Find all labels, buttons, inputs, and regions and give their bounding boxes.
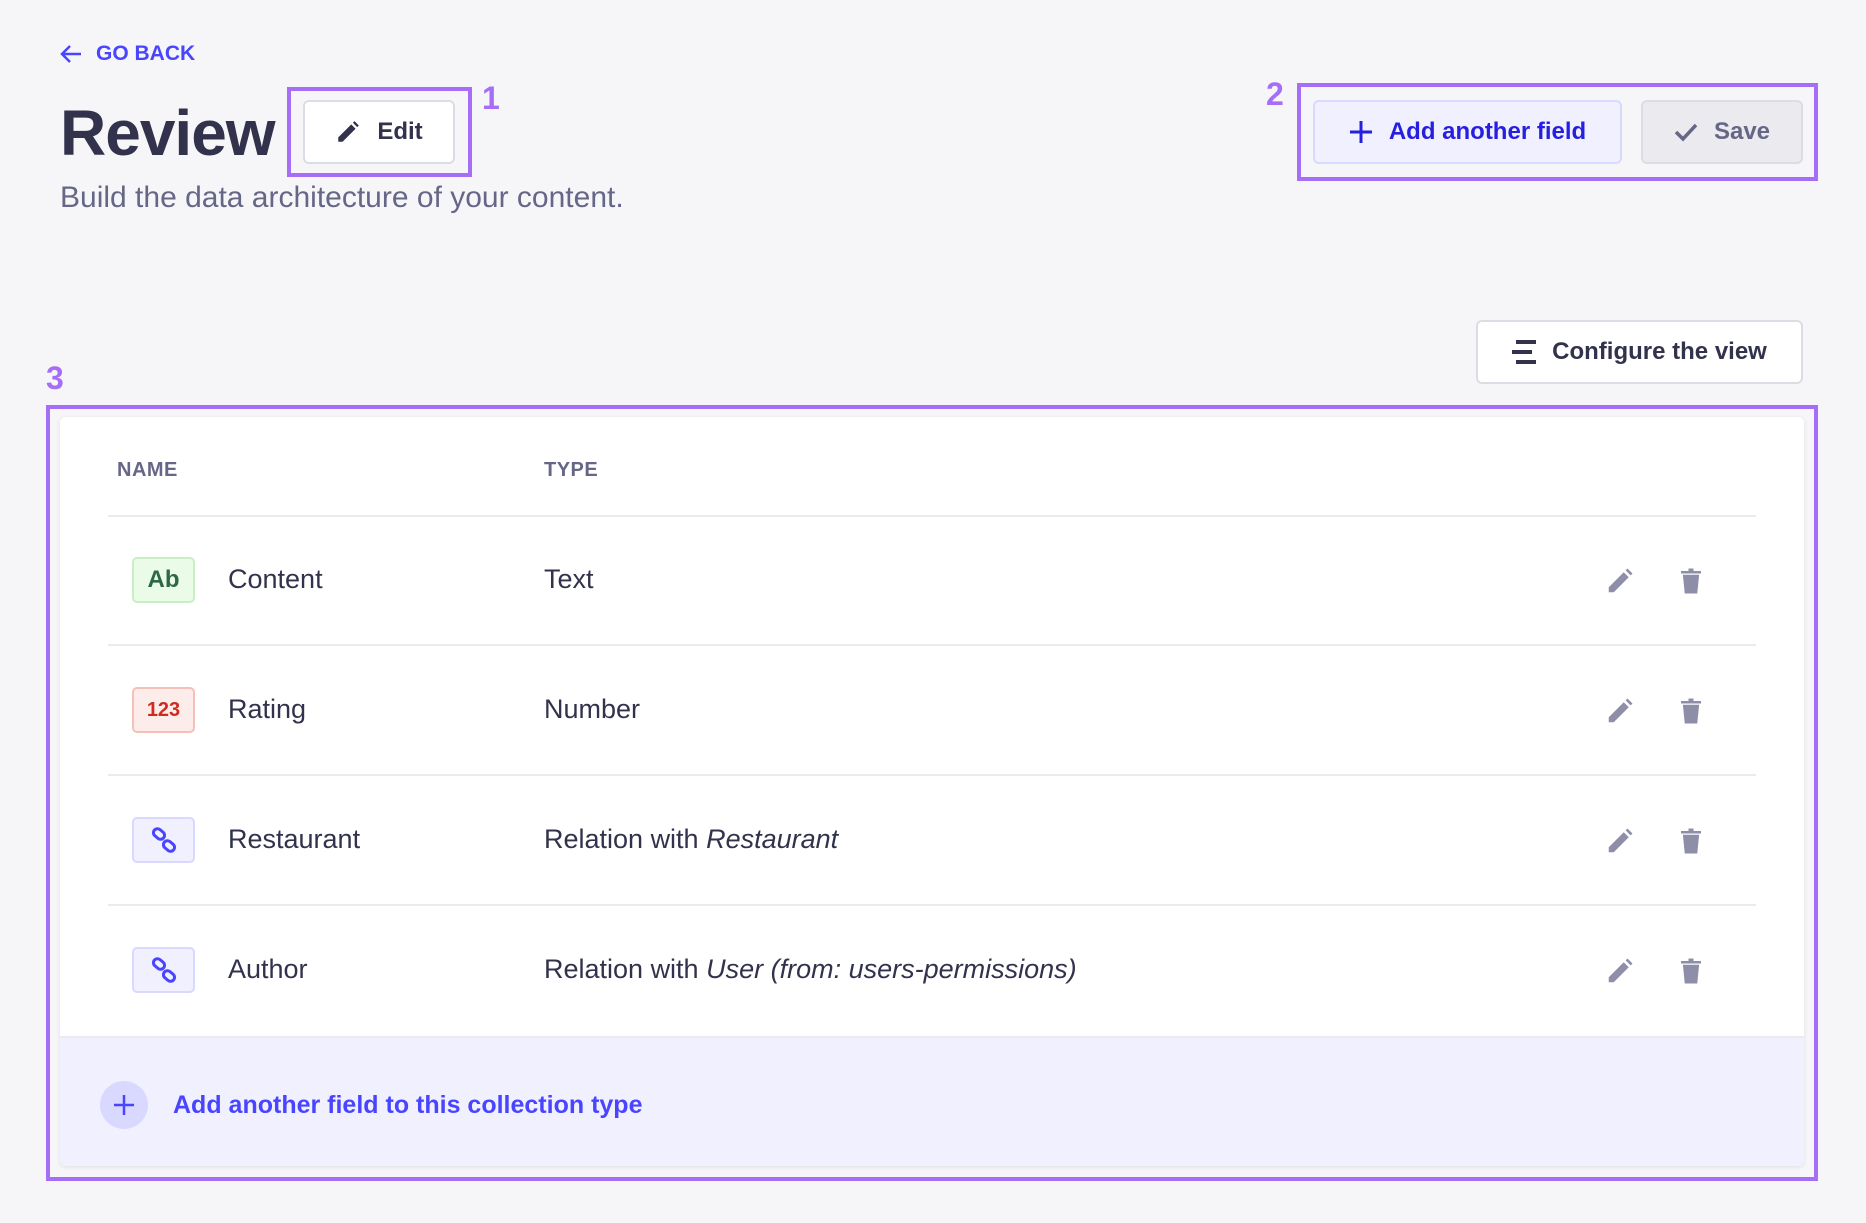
delete-field-trash-icon[interactable] (1676, 696, 1706, 726)
field-type-prefix: Relation with (544, 954, 707, 984)
fields-table: NAME TYPE Ab Content Text 123 Rating Number Re… (60, 417, 1804, 1166)
plus-icon (1349, 121, 1372, 143)
number-type-icon: 123 (132, 687, 195, 733)
page-title: Review (60, 97, 276, 169)
field-type: Number (544, 694, 640, 725)
divider (108, 904, 1756, 906)
field-type: Text (544, 564, 594, 595)
field-type-prefix: Text (544, 564, 594, 594)
arrow-left-icon (60, 45, 81, 63)
divider (108, 515, 1756, 517)
save-button[interactable]: Save (1641, 100, 1803, 164)
field-type: Relation with Restaurant (544, 824, 838, 855)
field-type-prefix: Number (544, 694, 641, 724)
table-row: 123 Rating Number (60, 646, 1804, 776)
add-another-field-label: Add another field (1388, 118, 1587, 145)
page-subtitle: Build the data architecture of your cont… (60, 181, 624, 214)
annotation-label-3: 3 (46, 360, 64, 396)
field-type-target: Restaurant (706, 824, 839, 854)
field-type: Relation with User (from: users-permissi… (544, 954, 1077, 985)
delete-field-trash-icon[interactable] (1676, 826, 1706, 856)
field-type-prefix: Relation with (544, 824, 707, 854)
field-type-target: User (from: users-permissions) (706, 954, 1077, 984)
text-type-icon: Ab (132, 557, 195, 603)
configure-view-label: Configure the view (1552, 338, 1767, 365)
edit-button-label: Edit (377, 118, 423, 145)
annotation-box-2 (1297, 83, 1818, 181)
column-header-name: NAME (117, 459, 178, 481)
go-back-link[interactable]: GO BACK (60, 42, 195, 66)
go-back-label: GO BACK (96, 42, 196, 65)
column-header-type: TYPE (544, 459, 599, 481)
table-row: Ab Content Text (60, 516, 1804, 646)
configure-view-button[interactable]: Configure the view (1476, 320, 1803, 384)
plus-circle-icon (100, 1081, 148, 1129)
list-settings-icon (1512, 340, 1537, 364)
field-name: Author (228, 954, 308, 984)
check-icon (1674, 123, 1698, 142)
annotation-label-1: 1 (482, 80, 500, 116)
pencil-icon (338, 121, 360, 142)
edit-field-pencil-icon[interactable] (1605, 956, 1635, 986)
edit-button[interactable]: Edit (303, 100, 455, 164)
add-field-footer-label[interactable]: Add another field to this collection typ… (173, 1091, 643, 1119)
relation-link-icon (132, 947, 195, 993)
badge-text: Ab (147, 566, 180, 593)
badge-text: 123 (146, 698, 181, 721)
divider (108, 644, 1756, 646)
edit-field-pencil-icon[interactable] (1605, 566, 1635, 596)
add-field-footer[interactable]: Add another field to this collection typ… (60, 1036, 1804, 1166)
annotation-box-3 (46, 405, 1818, 1181)
annotation-label-2: 2 (1266, 76, 1284, 112)
field-name: Restaurant (228, 824, 361, 854)
add-another-field-button[interactable]: Add another field (1313, 100, 1622, 164)
field-name: Content (228, 564, 323, 594)
delete-field-trash-icon[interactable] (1676, 566, 1706, 596)
save-button-label: Save (1713, 118, 1771, 145)
divider (108, 774, 1756, 776)
annotation-box-1 (287, 87, 472, 177)
table-row: Restaurant Relation with Restaurant (60, 776, 1804, 906)
relation-link-icon (132, 817, 195, 863)
delete-field-trash-icon[interactable] (1676, 956, 1706, 986)
field-name: Rating (228, 694, 307, 724)
table-row: Author Relation with User (from: users-pe… (60, 906, 1804, 1036)
edit-field-pencil-icon[interactable] (1605, 826, 1635, 856)
edit-field-pencil-icon[interactable] (1605, 696, 1635, 726)
